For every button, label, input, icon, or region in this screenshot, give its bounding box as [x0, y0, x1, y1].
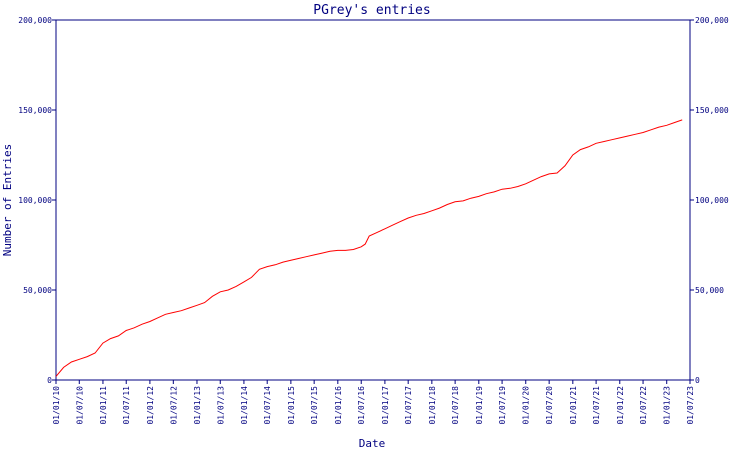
- x-tick-label: 01/07/11: [122, 386, 131, 425]
- y-tick-label-right: 50,000: [695, 286, 724, 295]
- y-tick-label-left: 100,000: [18, 196, 52, 205]
- plot-frame: [55, 19, 691, 381]
- series-layer: [55, 119, 683, 377]
- x-tick-label: 01/07/15: [310, 386, 319, 425]
- x-tick-label: 01/07/22: [639, 386, 648, 425]
- x-tick-label: 01/07/13: [216, 386, 225, 425]
- x-tick-label: 01/01/17: [381, 386, 390, 425]
- x-tick-label: 01/01/11: [99, 386, 108, 425]
- x-tick-label: 01/07/19: [498, 386, 507, 425]
- x-axis-label: Date: [359, 437, 386, 450]
- y-tick-label-left: 150,000: [18, 106, 52, 115]
- x-tick-label: 01/01/14: [240, 386, 249, 425]
- y-tick-label-left: 200,000: [18, 16, 52, 25]
- x-tick-label: 01/01/16: [334, 386, 343, 425]
- x-tick-label: 01/07/16: [357, 386, 366, 425]
- series-line: [55, 119, 683, 377]
- y-axis-label: Number of Entries: [1, 144, 14, 257]
- x-tick-label: 01/07/12: [169, 386, 178, 425]
- x-tick-label: 01/01/13: [193, 386, 202, 425]
- x-tick-label: 01/01/18: [428, 386, 437, 425]
- x-tick-label: 01/01/15: [287, 386, 296, 425]
- x-tick-label: 01/01/19: [475, 386, 484, 425]
- x-tick-label: 01/07/21: [592, 386, 601, 425]
- x-tick-label: 01/01/21: [569, 386, 578, 425]
- y-tick-label-right: 150,000: [695, 106, 729, 115]
- y-tick-label-left: 50,000: [23, 286, 52, 295]
- x-tick-label: 01/07/10: [75, 386, 84, 425]
- y-tick-label-right: 0: [695, 376, 700, 385]
- x-tick-label: 01/01/22: [616, 386, 625, 425]
- y-tick-label-right: 200,000: [695, 16, 729, 25]
- y-axis-right: 0 50,000 100,000 150,000 200,000: [690, 16, 729, 385]
- x-tick-label: 01/01/20: [522, 386, 531, 425]
- x-tick-label: 01/01/12: [146, 386, 155, 425]
- x-axis: 01/01/10 01/07/10 01/01/11 01/07/11 01/01/12…: [52, 380, 695, 425]
- x-tick-label: 01/07/17: [404, 386, 413, 425]
- x-tick-label: 01/07/23: [686, 386, 695, 425]
- chart-title: PGrey's entries: [313, 3, 430, 18]
- x-tick-label: 01/07/20: [545, 386, 554, 425]
- y-axis-left: 0 50,000 100,000 150,000 200,000: [18, 16, 56, 385]
- x-tick-label: 01/07/18: [451, 386, 460, 425]
- y-tick-label-left: 0: [47, 376, 52, 385]
- x-tick-label: 01/01/23: [663, 386, 672, 425]
- y-tick-label-right: 100,000: [695, 196, 729, 205]
- x-tick-label: 01/07/14: [263, 386, 272, 425]
- x-tick-label: 01/01/10: [52, 386, 61, 425]
